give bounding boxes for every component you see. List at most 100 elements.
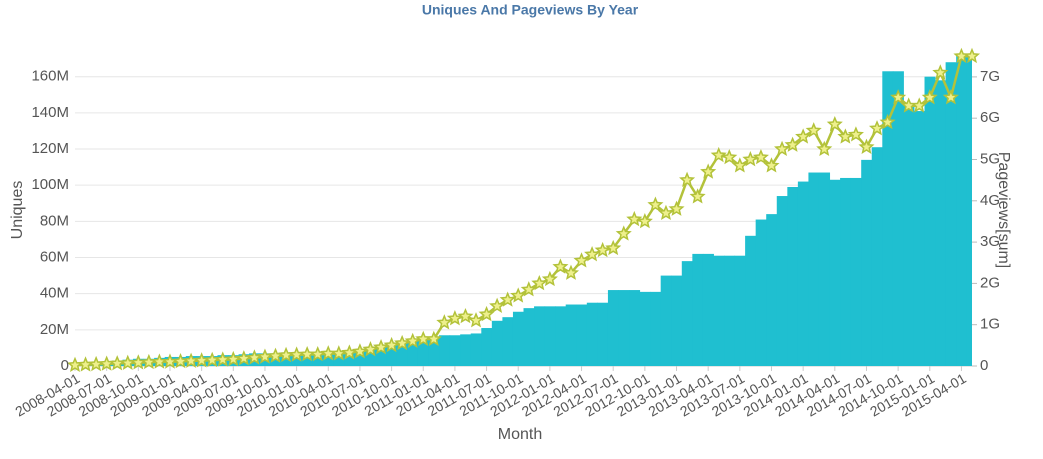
bar: [956, 55, 968, 366]
marker: [932, 64, 949, 80]
bar: [544, 306, 556, 366]
marker: [847, 126, 864, 142]
y-tick-label: 100M: [31, 176, 69, 193]
bar: [481, 328, 493, 366]
marker: [489, 297, 506, 313]
marker: [362, 341, 379, 357]
x-axis-title: Month: [498, 426, 542, 443]
marker: [510, 287, 527, 303]
bar: [840, 177, 852, 366]
marker: [77, 356, 94, 372]
marker: [467, 312, 485, 328]
marker: [584, 246, 601, 262]
chart-title: Uniques And Pageviews By Year: [422, 2, 639, 18]
bar: [871, 147, 883, 366]
bar: [607, 290, 619, 366]
marker: [372, 338, 390, 355]
bar: [396, 342, 408, 366]
bar: [491, 320, 503, 366]
y-tick-label: 60M: [40, 248, 69, 265]
marker: [942, 89, 959, 105]
y2-tick-label: 2G: [980, 274, 1000, 291]
marker: [499, 291, 516, 307]
bar: [407, 340, 419, 366]
bar: [702, 253, 714, 366]
marker: [562, 264, 580, 280]
bar: [882, 71, 894, 366]
marker: [805, 122, 822, 138]
bar: [512, 311, 524, 366]
y2-tick-label: 0: [980, 357, 988, 374]
bar: [945, 62, 957, 366]
marker: [742, 151, 759, 167]
bar: [576, 304, 588, 366]
bar: [903, 103, 915, 366]
y-tick-label: 20M: [40, 321, 69, 338]
marker: [795, 128, 812, 144]
y2-tick-label: 1G: [980, 316, 1000, 333]
bar: [966, 55, 972, 366]
marker: [752, 148, 769, 165]
y2-tick-label: 7G: [980, 68, 1000, 85]
marker: [605, 239, 622, 256]
marker: [478, 305, 495, 322]
bar: [333, 352, 345, 366]
marker: [383, 336, 400, 353]
bar: [660, 275, 672, 366]
marker: [731, 157, 748, 173]
bar: [386, 344, 398, 366]
y2-tick-label: 3G: [980, 233, 1000, 250]
y-tick-label: 0: [61, 357, 69, 374]
marker: [66, 356, 84, 373]
bar: [417, 338, 430, 366]
bar: [913, 111, 926, 366]
marker: [657, 204, 675, 221]
bar: [681, 261, 693, 366]
bar: [523, 308, 535, 366]
bar: [460, 334, 472, 366]
bar: [534, 306, 546, 366]
marker: [457, 307, 474, 324]
bar: [439, 335, 451, 366]
marker: [921, 89, 938, 105]
bar: [597, 302, 609, 366]
marker: [679, 171, 696, 187]
marker: [594, 241, 611, 258]
bar: [322, 353, 335, 366]
bar: [713, 255, 725, 366]
y2-tick-label: 6G: [980, 109, 1000, 126]
y-tick-label: 40M: [40, 285, 69, 302]
marker: [436, 314, 453, 330]
marker: [826, 115, 843, 132]
bar: [935, 80, 947, 366]
marker: [98, 355, 115, 371]
marker: [446, 310, 463, 326]
y2-tick-label: 4G: [980, 192, 1000, 209]
bar: [502, 317, 514, 366]
bar: [829, 179, 841, 366]
bar: [797, 181, 809, 366]
bar: [312, 353, 324, 366]
bar: [924, 76, 936, 366]
marker: [636, 212, 653, 229]
marker: [890, 89, 907, 105]
bar: [692, 253, 704, 366]
bar: [344, 351, 356, 366]
bar: [618, 290, 630, 366]
bar: [755, 219, 767, 366]
marker: [647, 196, 664, 212]
y-tick-label: 80M: [40, 212, 69, 229]
bar: [850, 177, 862, 366]
marker: [963, 47, 981, 64]
bar: [766, 214, 778, 366]
y-tick-label: 140M: [31, 104, 69, 121]
bar: [291, 352, 303, 366]
marker: [119, 354, 136, 370]
marker: [774, 140, 791, 157]
bar: [449, 335, 461, 366]
y-tick-label: 120M: [31, 140, 69, 157]
bar: [818, 172, 831, 366]
bar: [787, 186, 799, 366]
